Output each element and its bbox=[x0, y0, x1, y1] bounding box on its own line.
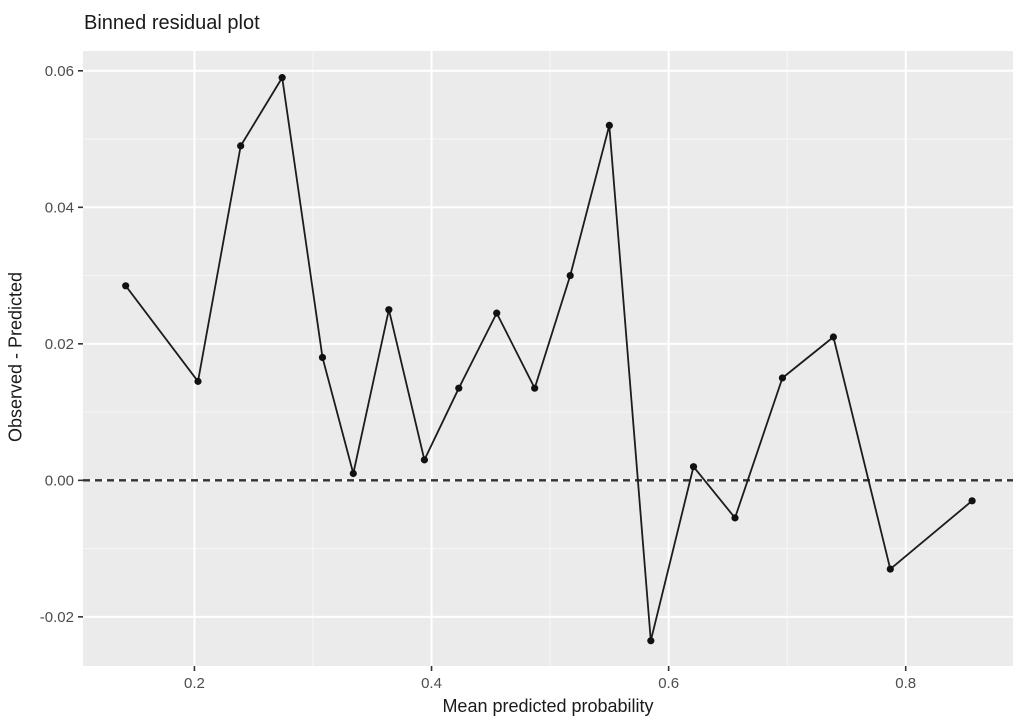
data-point bbox=[829, 333, 838, 341]
x-axis-title: Mean predicted probability bbox=[442, 696, 654, 716]
y-tick-label: 0.06 bbox=[45, 63, 74, 80]
data-point bbox=[237, 142, 245, 150]
residual-line bbox=[124, 76, 973, 642]
data-point bbox=[455, 384, 463, 392]
data-point bbox=[349, 469, 357, 478]
chart-title: Binned residual plot bbox=[84, 12, 260, 34]
y-tick-label: 0.02 bbox=[45, 336, 74, 353]
y-tick-label: 0.00 bbox=[45, 472, 74, 489]
y-tick-label: 0.04 bbox=[45, 199, 74, 216]
x-tick-label: 0.2 bbox=[184, 675, 205, 692]
data-point bbox=[731, 514, 739, 522]
y-tick-label: -0.02 bbox=[40, 609, 74, 626]
data-point bbox=[566, 271, 574, 280]
data-point bbox=[531, 384, 539, 392]
data-point bbox=[420, 456, 429, 464]
x-tick-label: 0.4 bbox=[421, 675, 442, 692]
panel-background bbox=[83, 51, 1013, 666]
data-point bbox=[647, 637, 655, 645]
y-axis-title: Observed - Predicted bbox=[5, 271, 26, 443]
data-point bbox=[968, 497, 976, 505]
data-point bbox=[778, 374, 787, 382]
data-point bbox=[605, 121, 613, 130]
data-point bbox=[385, 306, 393, 314]
data-point bbox=[886, 565, 894, 573]
data-point bbox=[122, 282, 130, 290]
x-tick-label: 0.6 bbox=[658, 675, 679, 692]
data-point bbox=[278, 74, 286, 82]
data-point bbox=[318, 353, 327, 362]
data-point bbox=[493, 309, 501, 317]
data-point bbox=[194, 377, 202, 385]
x-tick-label: 0.8 bbox=[895, 675, 916, 692]
data-point bbox=[689, 463, 698, 471]
